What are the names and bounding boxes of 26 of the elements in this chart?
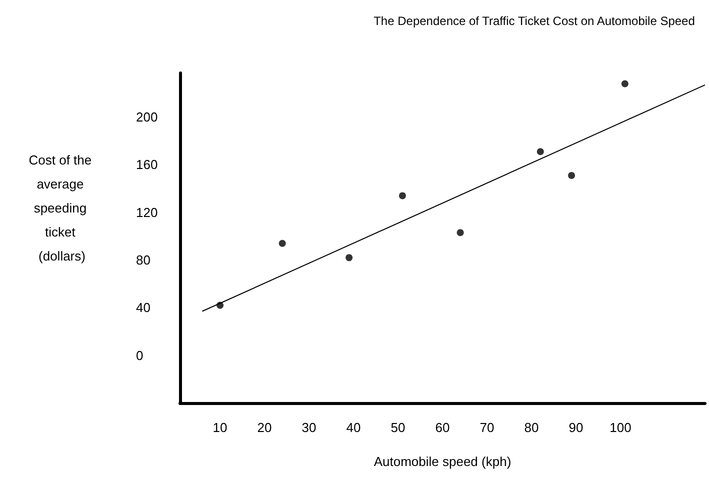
x-tick-label: 50 bbox=[390, 420, 406, 435]
point bbox=[621, 80, 628, 88]
point bbox=[456, 229, 464, 236]
chart-title: The Dependence of Traffic Ticket Cost on Automobile Speed bbox=[374, 14, 695, 28]
x-axis-title: Automobile speed (kph) bbox=[374, 454, 512, 469]
x-tick-label: 20 bbox=[257, 420, 272, 435]
y-tick-label: 160 bbox=[136, 157, 158, 172]
x-tick-label: 80 bbox=[524, 420, 539, 435]
x-tick-label: 70 bbox=[480, 420, 494, 435]
y-tick-label: 120 bbox=[136, 204, 158, 220]
y-tick-label: 80 bbox=[136, 252, 150, 268]
y-axis-title: Cost of the average speeding ticket (dollars) bbox=[28, 152, 96, 264]
x-tick-label: 60 bbox=[435, 420, 450, 435]
point bbox=[568, 172, 576, 179]
x-tick-label: 90 bbox=[568, 420, 584, 435]
point bbox=[278, 240, 286, 247]
y-tick-label: 40 bbox=[136, 300, 150, 316]
x-tick-label: 30 bbox=[302, 420, 316, 435]
x-tick-label: 40 bbox=[346, 420, 361, 435]
point bbox=[346, 254, 353, 262]
y-tick-label: 0 bbox=[136, 348, 144, 363]
point bbox=[536, 148, 544, 156]
y-tick-label: 200 bbox=[136, 110, 158, 125]
x-tick-label: 10 bbox=[212, 420, 228, 435]
x-tick-label: 100 bbox=[610, 420, 632, 435]
point bbox=[398, 192, 406, 200]
